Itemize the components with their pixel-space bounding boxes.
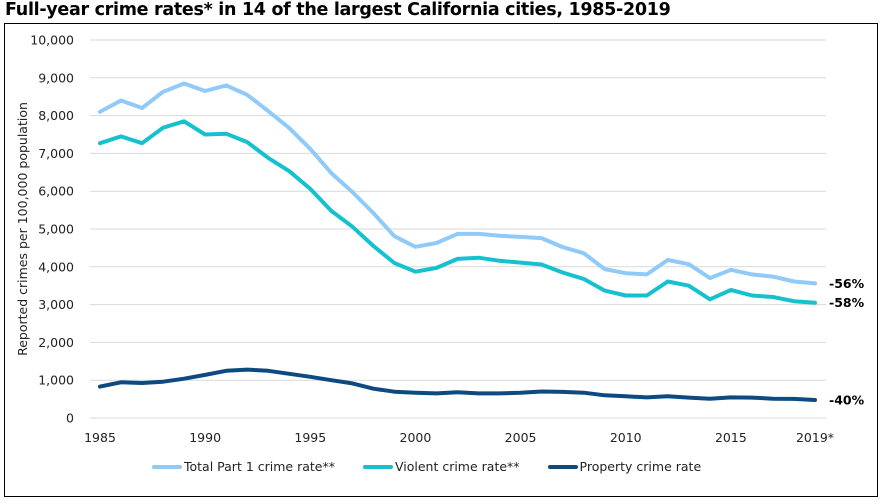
x-tick-label: 2005 (505, 430, 537, 445)
y-tick-label: 7,000 (38, 146, 74, 161)
x-tick-label: 2015 (715, 430, 747, 445)
y-axis-ticks: 0 1,000 2,000 3,000 4,000 5,000 6,000 7,000 8,00… (30, 33, 74, 426)
y-tick-label: 6,000 (38, 184, 74, 199)
x-tick-label: 1990 (189, 430, 221, 445)
end-label-2: -40% (829, 393, 865, 408)
legend-item-property: Property crime rate (547, 459, 702, 474)
x-tick-label: 2000 (400, 430, 432, 445)
x-axis-ticks: 1985 1990 1995 2000 2005 2010 2015 2019* (84, 430, 834, 445)
end-labels: -56% -58% -40% (829, 276, 865, 408)
legend-item-violent: Violent crime rate** (362, 459, 520, 474)
y-tick-label: 0 (66, 411, 74, 426)
x-tick-label: 2019* (796, 430, 834, 445)
series-line-2 (98, 367, 817, 402)
y-tick-label: 4,000 (38, 259, 74, 274)
legend-item-total: Total Part 1 crime rate** (152, 459, 335, 474)
chart-title: Full-year crime rates* in 14 of the larg… (5, 0, 671, 20)
end-label-0: -56% (829, 276, 865, 291)
series-lines (98, 81, 817, 402)
y-tick-label: 10,000 (30, 33, 74, 48)
end-label-1: -58% (829, 295, 865, 310)
gridlines (90, 39, 826, 419)
legend-swatch-property (547, 464, 578, 469)
y-tick-label: 1,000 (38, 373, 74, 388)
y-tick-label: 9,000 (38, 70, 74, 85)
y-tick-label: 5,000 (38, 222, 74, 237)
y-tick-label: 8,000 (38, 108, 74, 123)
legend-swatch-violent (362, 464, 393, 469)
y-tick-label: 3,000 (38, 297, 74, 312)
x-tick-label: 2010 (610, 430, 642, 445)
y-axis-label: Reported crimes per 100,000 population (15, 102, 30, 356)
legend-swatch-total (152, 464, 182, 469)
legend-label-total: Total Part 1 crime rate** (184, 459, 335, 474)
x-tick-label: 1985 (84, 430, 116, 445)
legend-label-property: Property crime rate (579, 459, 702, 474)
legend-label-violent: Violent crime rate** (394, 459, 520, 474)
x-tick-label: 1995 (294, 430, 326, 445)
y-tick-label: 2,000 (38, 335, 74, 350)
legend: Total Part 1 crime rate** Violent crime … (152, 459, 729, 474)
series-line-0 (98, 81, 817, 286)
chart-frame (4, 23, 878, 497)
series-line-1 (98, 119, 817, 305)
